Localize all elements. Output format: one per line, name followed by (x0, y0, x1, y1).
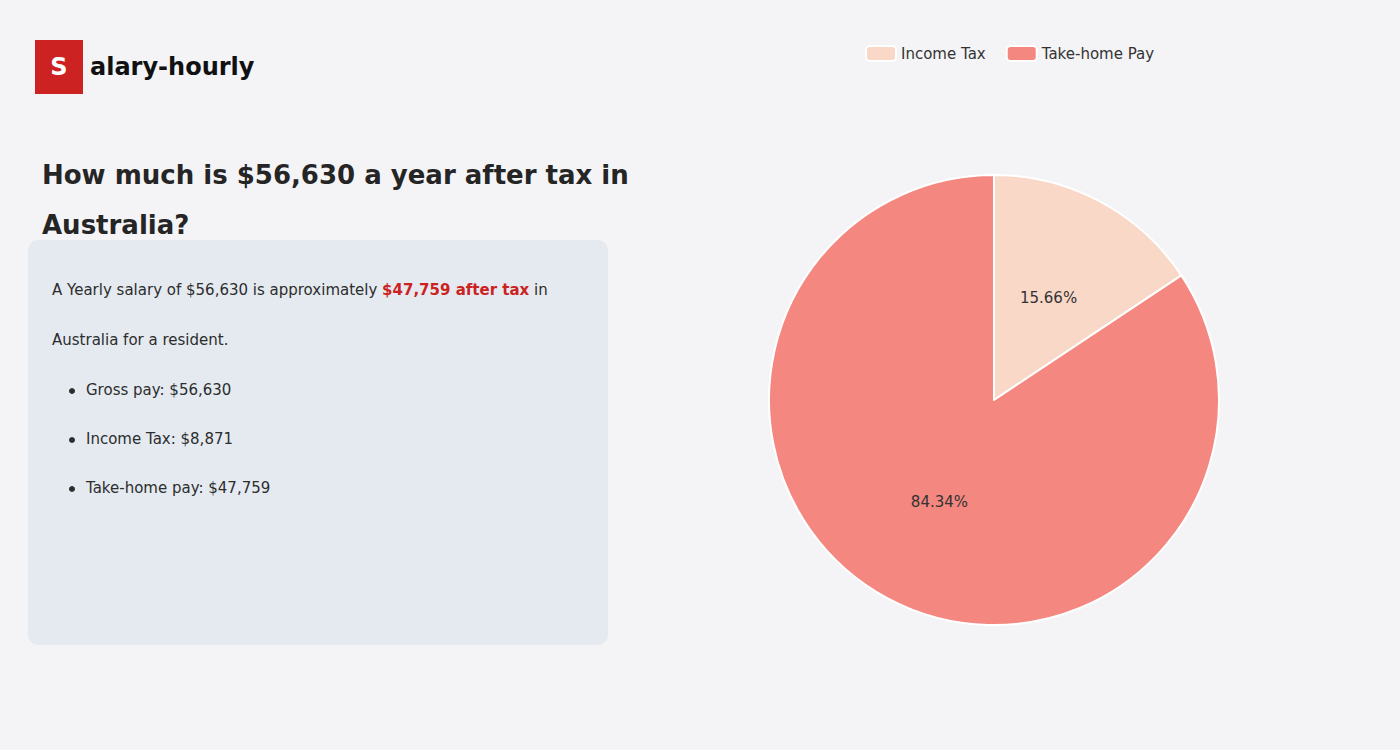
svg-text:Take-home pay: $47,759: Take-home pay: $47,759 (85, 479, 270, 497)
svg-text:How much is $56,630 a year aft: How much is $56,630 a year after tax in (42, 160, 629, 190)
svg-text:Australia for a resident.: Australia for a resident. (52, 331, 228, 349)
svg-text:Gross pay: $56,630: Gross pay: $56,630 (86, 381, 231, 399)
svg-text:Take-home Pay: Take-home Pay (1041, 45, 1155, 63)
svg-text:$47,759 after tax: $47,759 after tax (382, 281, 529, 299)
svg-text:A Yearly salary of $56,630 is: A Yearly salary of $56,630 is approximat… (52, 281, 382, 299)
svg-text:Australia?: Australia? (42, 210, 189, 240)
svg-text:in: in (529, 281, 547, 299)
svg-text:alary-hourly: alary-hourly (90, 53, 255, 81)
svg-text:S: S (50, 53, 67, 81)
svg-text:Income Tax: $8,871: Income Tax: $8,871 (86, 430, 233, 448)
svg-text:84.34%: 84.34% (911, 493, 968, 511)
svg-text:15.66%: 15.66% (1020, 289, 1077, 307)
svg-text:Income Tax: Income Tax (901, 45, 986, 63)
